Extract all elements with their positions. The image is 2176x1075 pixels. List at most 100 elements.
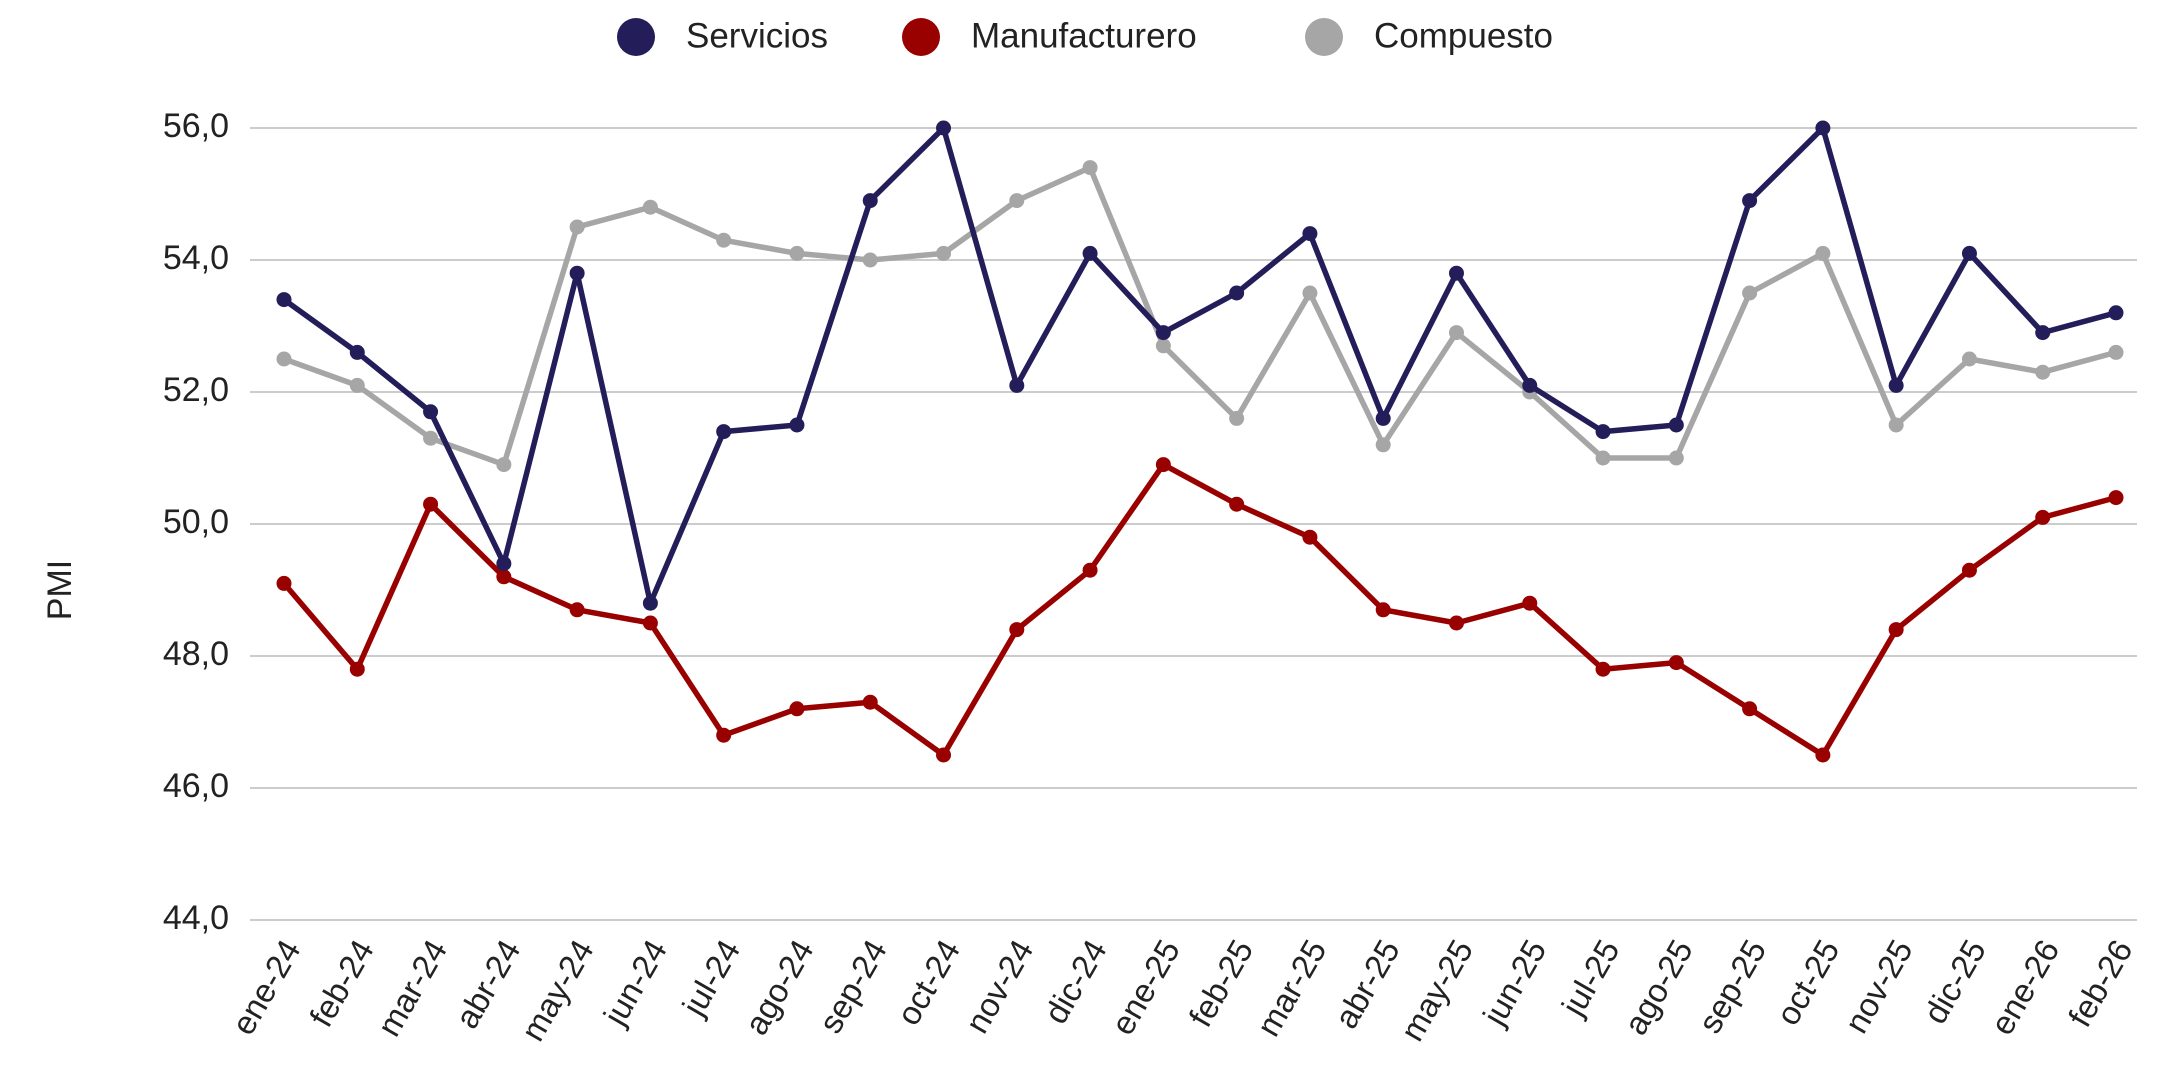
data-point <box>862 694 878 710</box>
data-point <box>1155 325 1171 341</box>
y-tick-label: 48,0 <box>163 635 229 673</box>
x-tick-label: sep-24 <box>811 933 893 1039</box>
x-tick-label: oct-25 <box>1769 933 1847 1031</box>
data-point <box>2035 364 2051 380</box>
data-point <box>349 377 365 393</box>
data-point <box>862 252 878 268</box>
data-point <box>1229 410 1245 426</box>
data-point <box>569 602 585 618</box>
x-tick-label: ene-25 <box>1104 933 1187 1040</box>
data-point <box>1302 226 1318 242</box>
data-point <box>1009 622 1025 638</box>
data-point <box>1961 562 1977 578</box>
data-point <box>569 219 585 235</box>
data-point <box>276 575 292 591</box>
data-point <box>1448 615 1464 631</box>
data-point <box>1595 661 1611 677</box>
x-tick-label: may-24 <box>514 933 601 1047</box>
data-point <box>423 404 439 420</box>
x-tick-label: dic-25 <box>1916 933 1993 1029</box>
x-tick-label: dic-24 <box>1037 933 1114 1029</box>
data-point <box>2035 325 2051 341</box>
data-point <box>1082 562 1098 578</box>
y-tick-label: 44,0 <box>163 899 229 937</box>
data-point <box>936 120 952 136</box>
y-tick-label: 56,0 <box>163 107 229 145</box>
data-point <box>496 569 512 585</box>
data-point <box>349 661 365 677</box>
x-tick-label: jul-24 <box>674 933 747 1022</box>
data-point <box>2108 344 2124 360</box>
data-point <box>1668 450 1684 466</box>
data-point <box>1009 377 1025 393</box>
data-point <box>1522 377 1538 393</box>
x-tick-label: feb-24 <box>302 933 381 1033</box>
data-point <box>1742 193 1758 209</box>
data-point <box>1155 457 1171 473</box>
data-point <box>496 556 512 572</box>
data-point <box>642 199 658 215</box>
data-point <box>789 701 805 717</box>
data-point <box>716 727 732 743</box>
data-point <box>1155 338 1171 354</box>
x-tick-label: sep-25 <box>1691 933 1773 1039</box>
x-tick-label: mar-25 <box>1249 933 1333 1042</box>
data-point <box>496 457 512 473</box>
y-tick-label: 46,0 <box>163 767 229 805</box>
series-line <box>281 461 2117 758</box>
data-point <box>2035 509 2051 525</box>
data-point <box>423 430 439 446</box>
x-tick-label: oct-24 <box>889 933 967 1031</box>
legend-label: Compuesto <box>1374 16 1553 55</box>
x-tick-label: feb-26 <box>2061 933 2140 1033</box>
data-point <box>1448 325 1464 341</box>
data-point <box>1375 410 1391 426</box>
y-axis-label: PMI <box>41 560 79 620</box>
data-point <box>716 232 732 248</box>
data-point <box>1522 595 1538 611</box>
data-point <box>1229 496 1245 512</box>
data-point <box>1815 120 1831 136</box>
x-tick-label: jul-25 <box>1554 933 1627 1022</box>
legend-marker <box>902 18 940 56</box>
data-point <box>1888 622 1904 638</box>
x-tick-label: ene-26 <box>1983 933 2066 1040</box>
x-tick-label: mar-24 <box>370 933 454 1042</box>
x-tick-label: ago-25 <box>1617 933 1700 1040</box>
data-point <box>1668 655 1684 671</box>
y-tick-label: 54,0 <box>163 239 229 277</box>
data-point <box>1082 160 1098 176</box>
data-point <box>936 747 952 763</box>
legend-marker <box>617 18 655 56</box>
legend-marker <box>1305 18 1343 56</box>
data-point <box>1302 285 1318 301</box>
x-tick-label: nov-24 <box>958 933 1040 1039</box>
x-tick-label: ene-24 <box>224 933 307 1040</box>
data-point <box>349 344 365 360</box>
legend-label: Manufacturero <box>971 16 1197 55</box>
data-point <box>1888 417 1904 433</box>
data-point <box>1375 437 1391 453</box>
x-tick-label: ago-24 <box>737 933 820 1040</box>
data-point <box>1961 351 1977 367</box>
data-point <box>2108 490 2124 506</box>
y-tick-label: 52,0 <box>163 371 229 409</box>
data-point <box>789 417 805 433</box>
data-point <box>1815 747 1831 763</box>
data-point <box>862 193 878 209</box>
data-point <box>1961 245 1977 261</box>
x-tick-label: abr-25 <box>1327 933 1407 1034</box>
data-point <box>1595 450 1611 466</box>
data-point <box>1888 377 1904 393</box>
data-point <box>1082 245 1098 261</box>
legend-label: Servicios <box>686 16 828 55</box>
data-point <box>276 292 292 308</box>
data-point <box>1009 193 1025 209</box>
data-point <box>1742 285 1758 301</box>
x-tick-label: may-25 <box>1393 933 1480 1047</box>
data-point <box>1668 417 1684 433</box>
data-point <box>642 615 658 631</box>
data-point <box>1229 285 1245 301</box>
data-point <box>716 424 732 440</box>
